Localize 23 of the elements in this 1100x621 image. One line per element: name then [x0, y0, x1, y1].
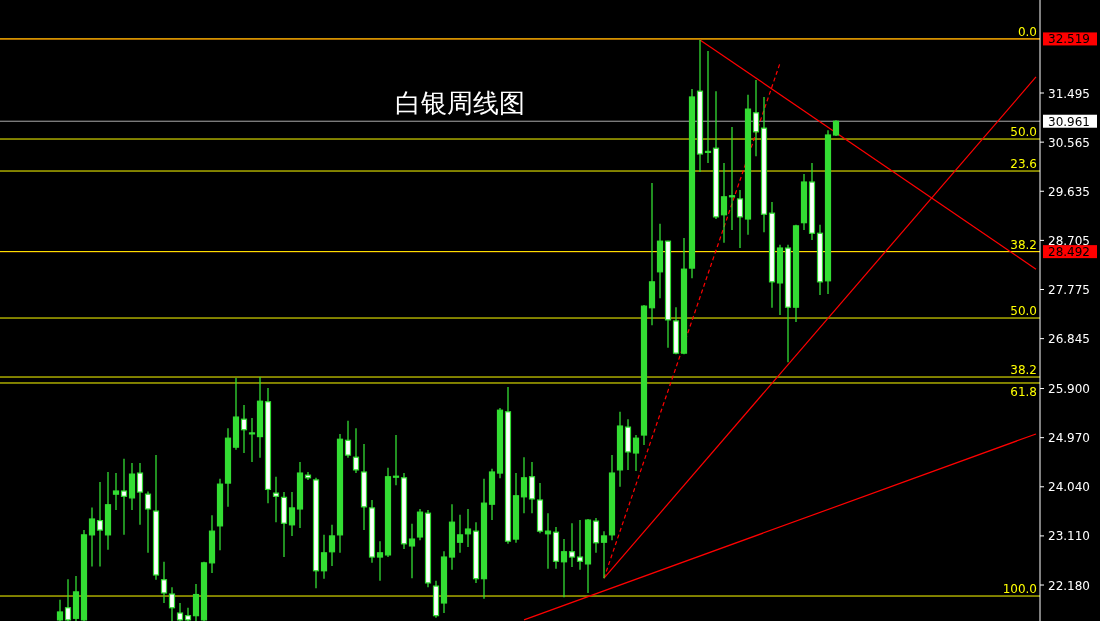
y-tick-label: 25.900 — [1048, 382, 1090, 397]
ref-line-label: 28.492 — [1048, 245, 1090, 260]
annotation: 100.0 — [1002, 582, 1037, 597]
annotation: 0.0 — [1017, 24, 1037, 39]
annotation: 50.0 — [1010, 125, 1037, 140]
y-tick-label: 30.565 — [1048, 135, 1090, 150]
y-tick-label: 28.705 — [1048, 233, 1090, 248]
text: 白银周线图 — [395, 88, 525, 118]
y-tick-label: 27.775 — [1048, 283, 1090, 297]
y-tick-label: 29.635 — [1048, 184, 1090, 199]
ref-line-label: 32.519 — [1048, 32, 1090, 47]
annotation: 50.0 — [1010, 304, 1037, 319]
y-tick-label: 22.180 — [1048, 578, 1090, 593]
annotation: 61.8 — [1010, 384, 1037, 399]
ref-line-label: 30.961 — [1048, 114, 1090, 129]
annotation: 23.6 — [1010, 157, 1037, 172]
y-tick-label: 31.495 — [1048, 86, 1090, 101]
annotation: 38.2 — [1010, 363, 1037, 378]
y-tick-label: 26.845 — [1048, 332, 1090, 347]
y-tick-label: 23.110 — [1048, 529, 1090, 544]
annotation: 38.2 — [1010, 237, 1037, 252]
y-tick-label: 24.970 — [1048, 431, 1090, 446]
y-tick-label: 24.040 — [1048, 480, 1090, 495]
